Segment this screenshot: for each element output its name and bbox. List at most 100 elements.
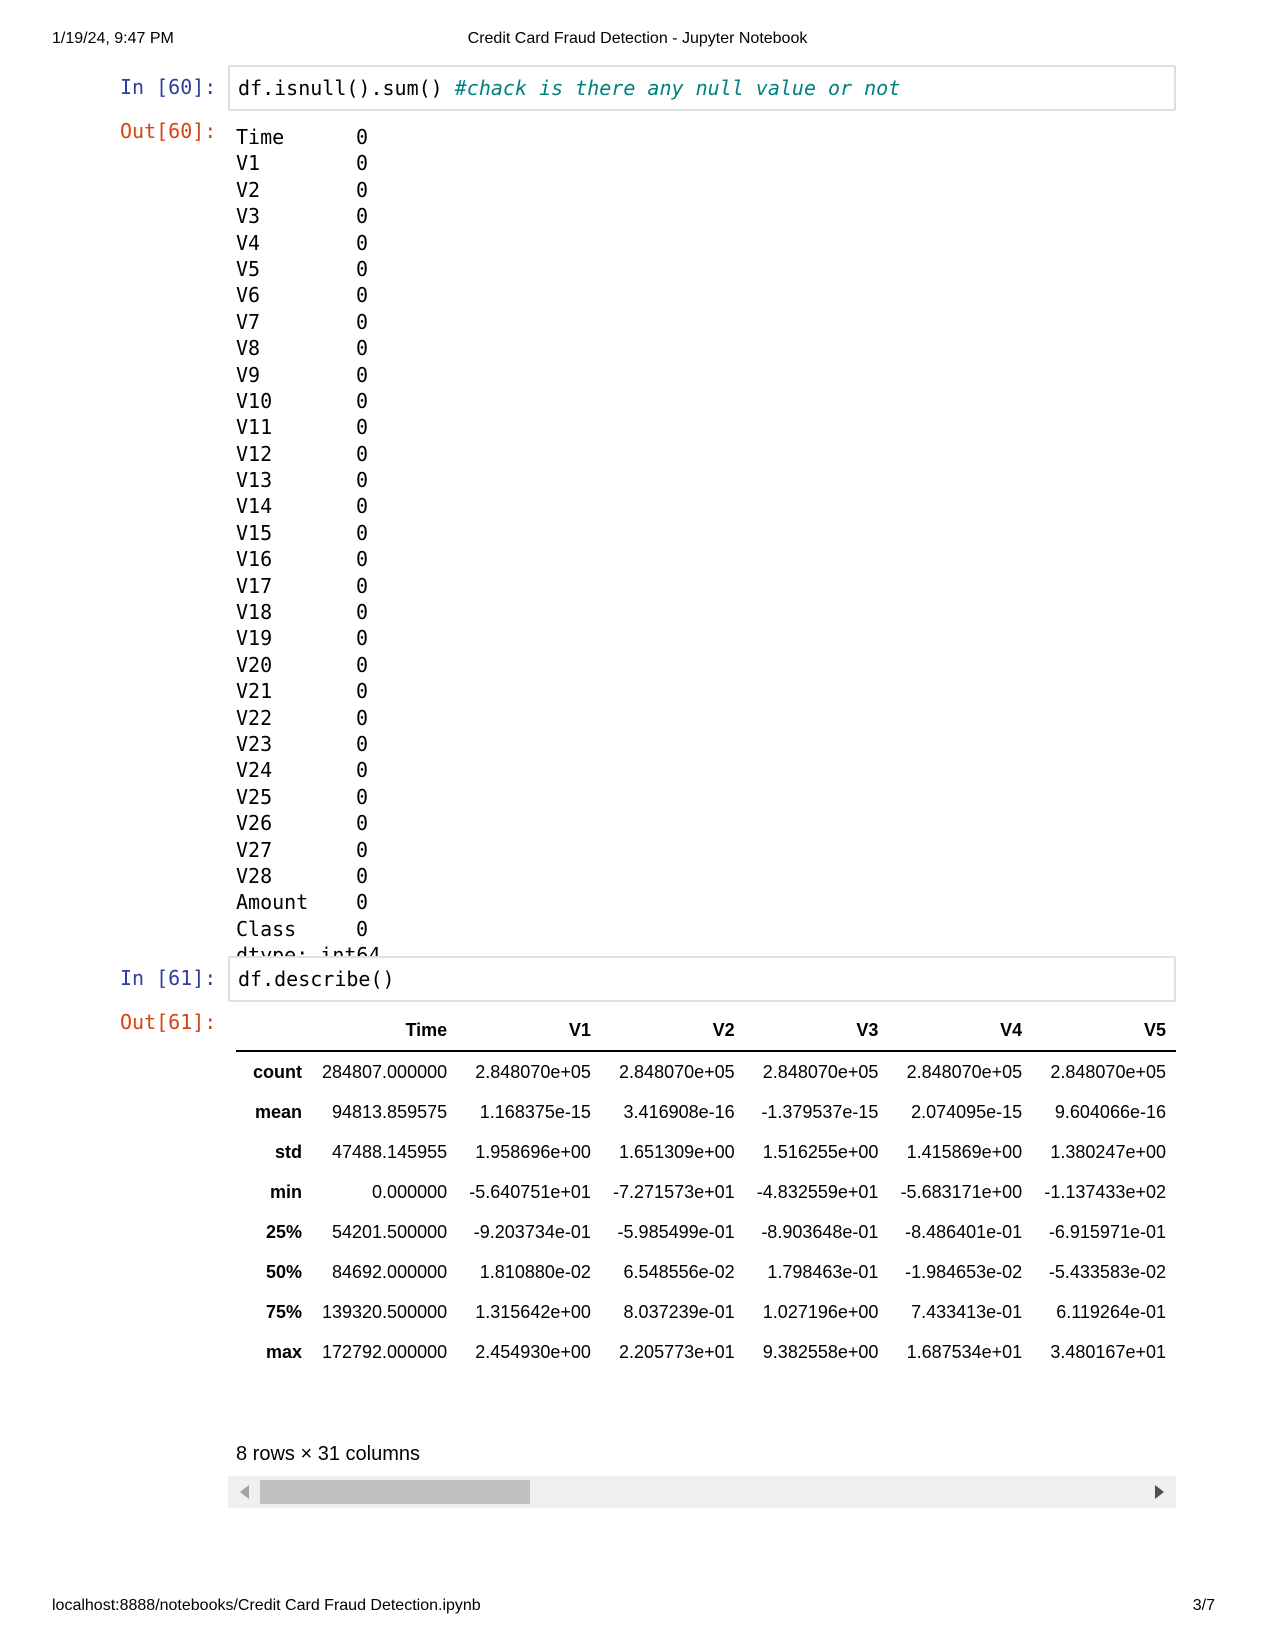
code-input-60[interactable]: df.isnull().sum() #chack is there any nu… — [228, 65, 1176, 111]
series-name: V5 — [236, 256, 261, 281]
describe-table: Time V1 V2 V3 V4 V5 count 284807.000000 2.84807… — [236, 1008, 1176, 1372]
series-name: Time — [236, 125, 285, 149]
row-index: 50% — [265, 1261, 302, 1282]
table-cell: 2.074095e-15 — [911, 1101, 1023, 1122]
series-value: 0 — [356, 309, 369, 334]
series-name: V4 — [236, 230, 261, 255]
scrollbar-thumb[interactable] — [260, 1480, 530, 1504]
series-value: 0 — [356, 415, 369, 440]
series-row: V11 0 — [236, 414, 386, 440]
table-cell: 7.433413e-01 — [911, 1301, 1023, 1322]
table-cell: 9.604066e-16 — [1054, 1101, 1166, 1122]
series-row: V22 0 — [236, 705, 386, 731]
series-row: Amount 0 — [236, 889, 386, 915]
table-cell: -1.379537e-15 — [761, 1101, 879, 1122]
out-prompt-61: Out[61]: — [120, 1010, 217, 1034]
column-header: Time — [311, 1008, 458, 1052]
out-prompt-60: Out[60]: — [120, 119, 217, 143]
series-row: V4 0 — [236, 230, 386, 256]
column-header: V3 — [744, 1008, 889, 1052]
table-cell: 94813.859575 — [332, 1101, 448, 1122]
table-row: std 47488.145955 1.958696e+00 1.651309e+00 1… — [236, 1132, 1176, 1172]
series-value: 0 — [356, 468, 369, 493]
series-value: 0 — [356, 336, 369, 361]
series-value: 0 — [356, 890, 369, 915]
dataframe-output: Time V1 V2 V3 V4 V5 count 284807.000000 2.84807… — [236, 1008, 1176, 1372]
table-cell: 1.687534e+01 — [906, 1341, 1023, 1362]
row-index: std — [274, 1141, 302, 1162]
series-value: 0 — [356, 573, 369, 598]
series-row: V10 0 — [236, 388, 386, 414]
table-cell: -1.984653e-02 — [905, 1261, 1023, 1282]
series-name: V19 — [236, 626, 273, 651]
series-name: V15 — [236, 520, 273, 545]
table-cell: -5.433583e-02 — [1048, 1261, 1166, 1282]
table-cell: 8.037239e-01 — [623, 1301, 735, 1322]
row-index: count — [252, 1061, 302, 1082]
series-row: V24 0 — [236, 757, 386, 783]
series-name: V20 — [236, 652, 273, 677]
in-prompt-61: In [61]: — [120, 966, 217, 990]
table-cell: 2.454930e+00 — [475, 1341, 591, 1362]
table-cell: -5.985499e-01 — [617, 1221, 735, 1242]
series-name: V9 — [236, 362, 261, 387]
table-cell: 2.848070e+05 — [619, 1061, 735, 1082]
print-footer-page: 3/7 — [1192, 1597, 1215, 1614]
row-index: max — [265, 1341, 302, 1362]
scroll-left-arrow-icon[interactable] — [240, 1485, 249, 1499]
table-row: count 284807.000000 2.848070e+05 2.848070e+… — [236, 1051, 1176, 1092]
table-cell: 1.958696e+00 — [475, 1141, 591, 1162]
series-row: V16 0 — [236, 546, 386, 572]
series-name: V25 — [236, 784, 273, 809]
series-row: V26 0 — [236, 810, 386, 836]
series-name: V27 — [236, 837, 273, 862]
table-cell: 1.651309e+00 — [619, 1141, 735, 1162]
dataframe-shape: 8 rows × 31 columns — [236, 1443, 420, 1465]
horizontal-scrollbar[interactable] — [228, 1476, 1176, 1508]
table-row: 25% 54201.500000 -9.203734e-01 -5.985499e-0… — [236, 1212, 1176, 1252]
series-name: V3 — [236, 204, 261, 229]
series-value: 0 — [356, 626, 369, 651]
series-value: 0 — [356, 441, 369, 466]
series-name: Amount — [236, 890, 309, 915]
table-cell: -8.903648e-01 — [761, 1221, 879, 1242]
code-text-60: df.isnull().sum() — [238, 76, 455, 100]
series-name: V23 — [236, 731, 273, 756]
table-cell: -5.640751e+01 — [469, 1181, 591, 1202]
series-row: V3 0 — [236, 203, 386, 229]
table-cell: -4.832559e+01 — [756, 1181, 879, 1202]
series-name: V26 — [236, 811, 273, 836]
table-row: min 0.000000 -5.640751e+01 -7.271573e+01 -4.… — [236, 1172, 1176, 1212]
table-cell: -6.915971e-01 — [1048, 1221, 1166, 1242]
code-input-61[interactable]: df.describe() — [228, 956, 1176, 1002]
series-value: 0 — [356, 758, 369, 783]
table-cell: 2.205773e+01 — [619, 1341, 735, 1362]
series-value: 0 — [356, 784, 369, 809]
series-row: V12 0 — [236, 441, 386, 467]
table-header-row: Time V1 V2 V3 V4 V5 — [236, 1008, 1176, 1052]
series-row: V9 0 — [236, 362, 386, 388]
series-name: V22 — [236, 705, 273, 730]
table-cell: 84692.000000 — [332, 1261, 448, 1282]
code-text-61: df.describe() — [238, 967, 395, 991]
series-value: 0 — [356, 494, 369, 519]
table-cell: 0.000000 — [372, 1181, 448, 1202]
series-value: 0 — [356, 679, 369, 704]
series-name: V24 — [236, 758, 273, 783]
series-name: V18 — [236, 600, 273, 625]
table-cell: 1.380247e+00 — [1050, 1141, 1166, 1162]
table-row: 75% 139320.500000 1.315642e+00 8.037239e-01… — [236, 1292, 1176, 1332]
series-name: V1 — [236, 151, 261, 176]
series-value: 0 — [356, 731, 369, 756]
column-header: V5 — [1032, 1008, 1176, 1052]
series-name: V11 — [236, 415, 273, 440]
series-value: 0 — [356, 204, 369, 229]
series-output: Time 0 V1 0 V2 0 V3 0 V4 0 V5 0 V6 0 V7 0 V8 0 V9 0 V10 0 V11 0… — [236, 124, 386, 969]
scroll-right-arrow-icon[interactable] — [1155, 1485, 1164, 1499]
series-value: 0 — [356, 652, 369, 677]
series-row: V25 0 — [236, 784, 386, 810]
series-value: 0 — [356, 705, 369, 730]
in-prompt-60: In [60]: — [120, 75, 217, 99]
table-row: mean 94813.859575 1.168375e-15 3.416908e-16… — [236, 1092, 1176, 1132]
table-cell: 6.548556e-02 — [623, 1261, 735, 1282]
